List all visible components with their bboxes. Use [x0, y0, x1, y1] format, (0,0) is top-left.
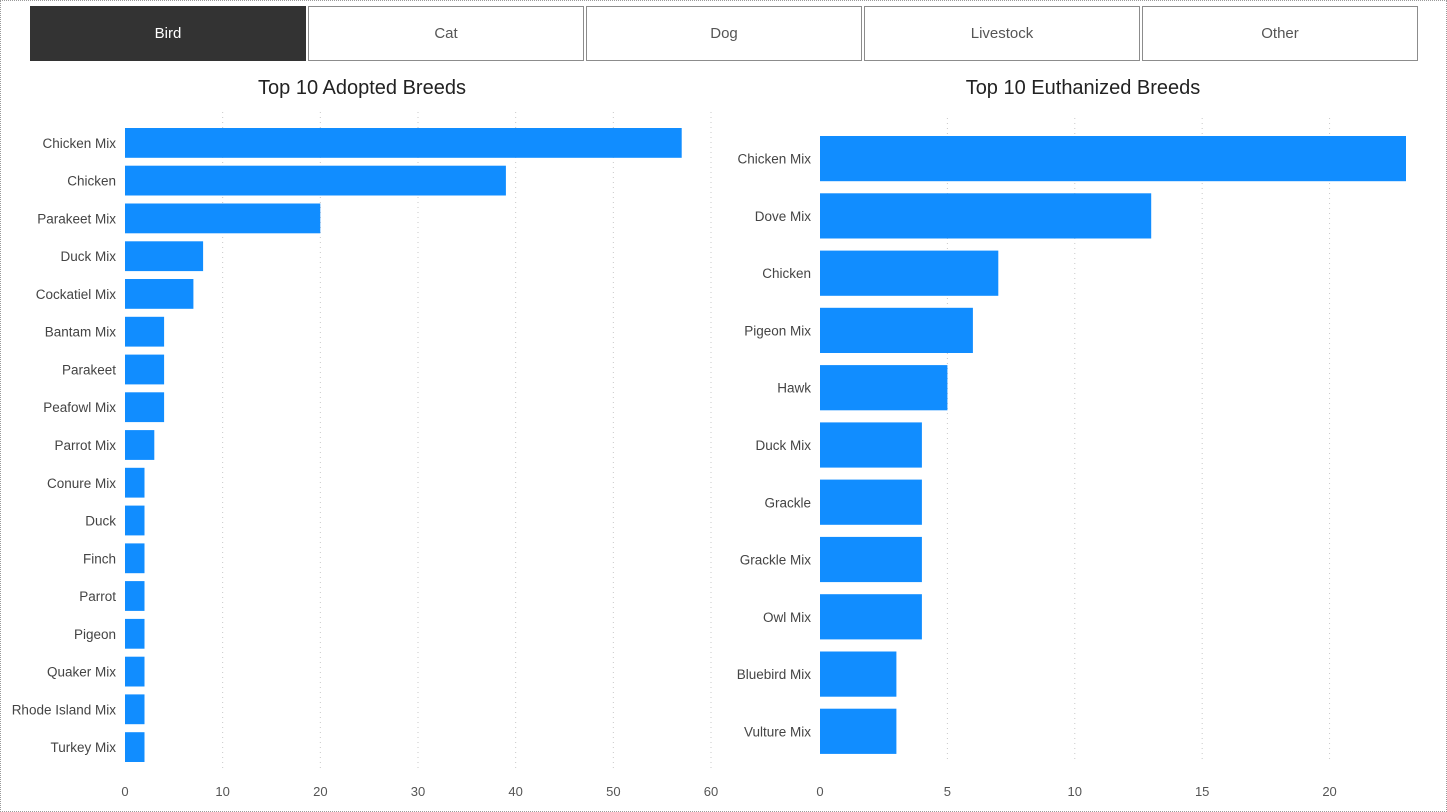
bar[interactable]: [125, 543, 145, 574]
x-tick-label: 0: [121, 784, 128, 799]
category-label: Bantam Mix: [45, 325, 117, 340]
animal-type-slicer: Bird Cat Dog Livestock Other: [30, 6, 1418, 63]
x-tick-label: 15: [1195, 784, 1209, 799]
bar[interactable]: [820, 365, 948, 411]
bar[interactable]: [125, 165, 506, 196]
category-label: Duck Mix: [60, 249, 116, 264]
bar[interactable]: [125, 128, 682, 158]
bar[interactable]: [820, 708, 897, 754]
category-label: Parrot Mix: [54, 438, 116, 453]
bar[interactable]: [125, 505, 145, 536]
category-label: Chicken Mix: [42, 136, 116, 151]
category-label: Grackle: [764, 495, 811, 510]
x-tick-label: 30: [411, 784, 425, 799]
bar[interactable]: [820, 594, 922, 640]
category-label: Vulture Mix: [744, 724, 811, 739]
x-tick-label: 20: [1322, 784, 1336, 799]
category-label: Parakeet Mix: [37, 211, 116, 226]
x-tick-label: 40: [508, 784, 522, 799]
bar[interactable]: [820, 422, 922, 468]
bar[interactable]: [125, 732, 145, 762]
chart-euthanized: Top 10 Euthanized Breeds 0 5 10 15 20 Chicken …: [737, 77, 1406, 799]
x-tick-label: 10: [1068, 784, 1082, 799]
category-label: Turkey Mix: [50, 740, 116, 755]
category-label: Parakeet: [62, 363, 116, 378]
category-label: Bluebird Mix: [737, 667, 812, 682]
category-label: Chicken: [67, 174, 116, 189]
bar[interactable]: [125, 694, 145, 725]
bar[interactable]: [820, 651, 897, 697]
bar[interactable]: [820, 136, 1406, 182]
bar[interactable]: [125, 316, 165, 347]
x-tick-label: 10: [215, 784, 229, 799]
category-label: Chicken Mix: [737, 152, 811, 167]
tab-cat[interactable]: Cat: [308, 6, 584, 61]
bar[interactable]: [820, 307, 973, 353]
bar[interactable]: [125, 581, 145, 611]
category-label: Quaker Mix: [47, 665, 116, 680]
category-label: Dove Mix: [755, 209, 812, 224]
bar[interactable]: [125, 354, 165, 385]
category-label: Duck Mix: [755, 438, 811, 453]
category-label: Grackle Mix: [740, 553, 812, 568]
category-label: Cockatiel Mix: [36, 287, 117, 302]
x-tick-label: 5: [944, 784, 951, 799]
bar[interactable]: [820, 193, 1152, 239]
tab-other[interactable]: Other: [1142, 6, 1418, 61]
chart-title: Top 10 Euthanized Breeds: [966, 77, 1201, 99]
tab-dog[interactable]: Dog: [586, 6, 862, 61]
bar[interactable]: [820, 536, 922, 583]
bar[interactable]: [125, 430, 155, 460]
x-tick-label: 60: [704, 784, 718, 799]
category-label: Pigeon: [74, 627, 116, 642]
tab-livestock[interactable]: Livestock: [864, 6, 1140, 61]
tab-bird[interactable]: Bird: [30, 6, 306, 61]
category-label: Peafowl Mix: [43, 400, 116, 415]
bar[interactable]: [125, 656, 145, 687]
bar[interactable]: [125, 392, 165, 423]
x-tick-label: 20: [313, 784, 327, 799]
x-tick-label: 50: [606, 784, 620, 799]
category-label: Duck: [85, 514, 116, 529]
bar[interactable]: [125, 618, 145, 649]
x-tick-label: 0: [816, 784, 823, 799]
category-label: Hawk: [777, 381, 811, 396]
category-label: Rhode Island Mix: [12, 702, 117, 717]
bar[interactable]: [820, 250, 999, 296]
category-label: Finch: [83, 551, 116, 566]
category-label: Pigeon Mix: [744, 324, 811, 339]
category-label: Chicken: [762, 266, 811, 281]
category-label: Conure Mix: [47, 476, 116, 491]
category-label: Parrot: [79, 589, 116, 604]
bar[interactable]: [820, 479, 922, 525]
chart-title: Top 10 Adopted Breeds: [258, 77, 466, 99]
bar[interactable]: [125, 467, 145, 498]
chart-adopted: Top 10 Adopted Breeds 0 10 20 30 40 50 60 Chicke…: [12, 77, 719, 799]
bar[interactable]: [125, 241, 204, 272]
bar[interactable]: [125, 279, 194, 309]
bar[interactable]: [125, 203, 321, 234]
category-label: Owl Mix: [763, 610, 811, 625]
